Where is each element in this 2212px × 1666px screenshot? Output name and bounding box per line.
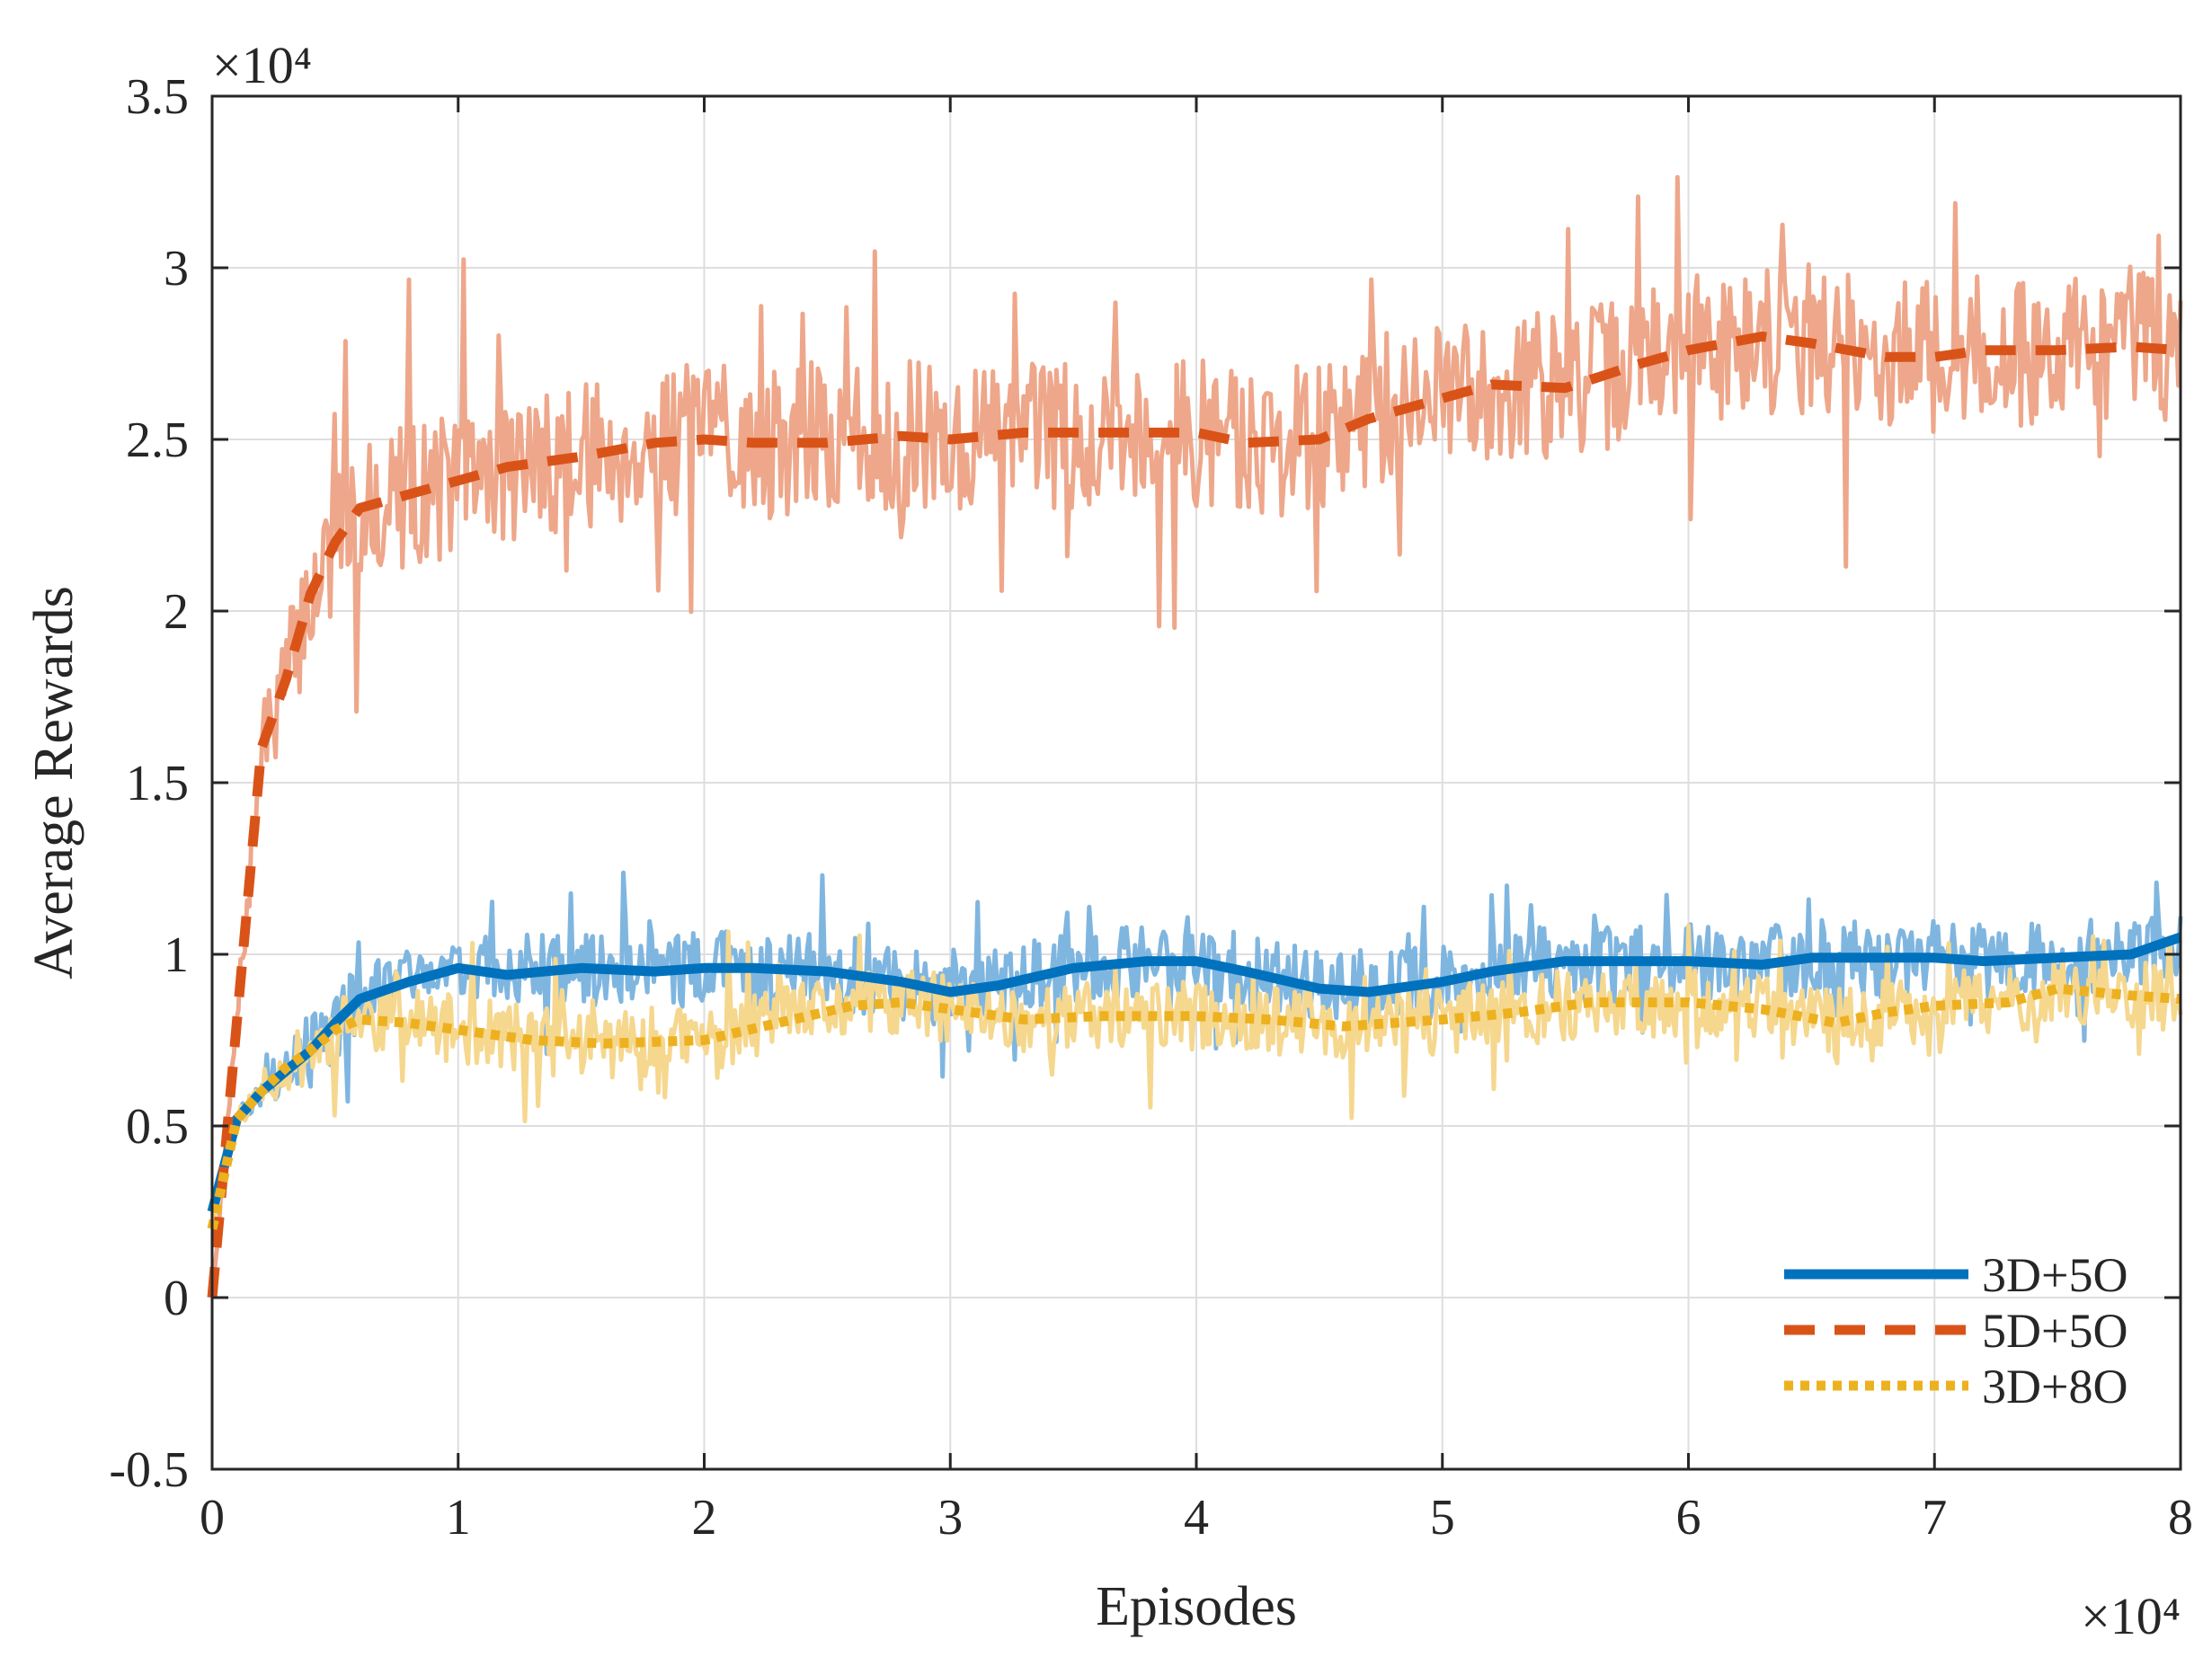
y-tick-label: 0 xyxy=(164,1271,189,1326)
legend-label-3D+5O: 3D+5O xyxy=(1982,1248,2128,1302)
axis-ticks xyxy=(210,94,2182,1471)
y-tick-label: 2.5 xyxy=(126,412,189,468)
y-tick-label: 1.5 xyxy=(126,756,189,811)
y-tick-label: 3 xyxy=(164,241,189,297)
x-tick-label: 6 xyxy=(1676,1490,1701,1546)
series-line-5D+5O xyxy=(207,331,2181,1298)
x-tick-label: 8 xyxy=(2168,1490,2193,1546)
y-tick-label: 1 xyxy=(164,927,189,983)
y-axis-label: Average Rewards xyxy=(23,586,84,979)
x-tick-label: 7 xyxy=(1922,1490,1947,1546)
tick-labels: 0 1 2 3 4 5 6 7 8-0.500.511.522.533.5 xyxy=(109,69,2193,1546)
x-tick-label: 1 xyxy=(446,1490,471,1546)
y-tick-label: -0.5 xyxy=(109,1442,189,1498)
raw-line-3D+8O xyxy=(209,923,2183,1230)
y-tick-label: 3.5 xyxy=(126,69,189,125)
x-axis-label: Episodes xyxy=(1096,1576,1297,1637)
raw-line-5D+5O xyxy=(209,174,2183,1298)
series-line-3D+5O xyxy=(207,932,2182,1213)
grid-lines xyxy=(211,95,2181,1470)
raw-series-lines xyxy=(209,174,2183,1298)
legend-label-3D+8O: 3D+8O xyxy=(1982,1360,2128,1413)
x-tick-label: 2 xyxy=(692,1490,717,1546)
series-line-3D+8O xyxy=(207,983,2181,1230)
x-tick-label: 5 xyxy=(1430,1490,1455,1546)
y-tick-label: 0.5 xyxy=(126,1099,189,1155)
legend-label-5D+5O: 5D+5O xyxy=(1982,1304,2128,1358)
raw-line-3D+5O xyxy=(209,870,2183,1213)
x-tick-label: 3 xyxy=(937,1490,963,1546)
x-tick-label: 4 xyxy=(1184,1490,1209,1546)
x-tick-label: 0 xyxy=(200,1490,225,1546)
smoothed-series-lines xyxy=(207,331,2182,1298)
y-tick-label: 2 xyxy=(164,584,189,640)
x-axis-exponent: ×10⁴ xyxy=(2081,1587,2181,1645)
y-axis-exponent: ×10⁴ xyxy=(212,36,312,94)
